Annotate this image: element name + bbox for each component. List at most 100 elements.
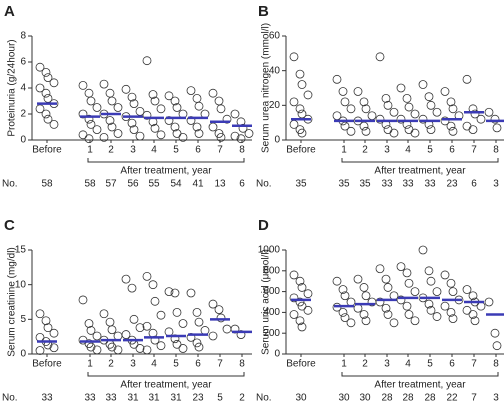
y-tick-label: 2 bbox=[20, 109, 26, 120]
data-point bbox=[35, 346, 45, 355]
group-label: After treatment, year bbox=[374, 380, 466, 391]
x-tick-label: 1 bbox=[87, 145, 93, 156]
data-point bbox=[86, 326, 96, 335]
data-point bbox=[396, 83, 406, 93]
data-point bbox=[381, 274, 391, 284]
data-point bbox=[178, 344, 188, 353]
data-point bbox=[492, 123, 502, 133]
data-point bbox=[84, 88, 94, 98]
data-point bbox=[222, 324, 232, 334]
x-tick-label: 1 bbox=[341, 359, 347, 370]
n-label: 35 bbox=[338, 179, 350, 190]
y-tick-label: 6 bbox=[20, 57, 26, 68]
y-tick-label: 40 bbox=[269, 65, 281, 76]
data-point bbox=[35, 62, 45, 72]
data-point bbox=[426, 125, 436, 135]
x-tick-label: Before bbox=[32, 145, 62, 156]
x-tick-label: 2 bbox=[362, 145, 368, 156]
n-label: 54 bbox=[170, 179, 182, 190]
data-point bbox=[338, 308, 348, 317]
data-point bbox=[448, 126, 458, 136]
data-point bbox=[389, 107, 399, 117]
data-point bbox=[113, 103, 123, 112]
data-point bbox=[172, 308, 182, 317]
y-tick-label: 400 bbox=[263, 307, 280, 318]
data-point bbox=[346, 126, 356, 136]
data-point bbox=[84, 114, 94, 124]
data-point bbox=[383, 283, 393, 292]
data-point bbox=[142, 56, 152, 66]
y-axis-label: Serum uric acid (μmol/l) bbox=[261, 249, 272, 355]
data-point bbox=[432, 107, 442, 117]
data-point bbox=[43, 323, 53, 333]
n-label: 30 bbox=[359, 393, 371, 404]
data-point bbox=[446, 308, 456, 317]
n-label: 41 bbox=[192, 179, 204, 190]
n-label: 30 bbox=[295, 393, 307, 404]
data-point bbox=[440, 87, 450, 96]
data-point bbox=[289, 270, 299, 280]
n-label: 6 bbox=[239, 179, 245, 190]
data-point bbox=[214, 96, 224, 106]
x-tick-label: 8 bbox=[493, 359, 499, 370]
y-tick-label: 1000 bbox=[258, 245, 281, 256]
data-point bbox=[49, 120, 59, 129]
data-point bbox=[303, 289, 313, 299]
n-label: 31 bbox=[170, 393, 182, 404]
data-point bbox=[446, 121, 456, 131]
data-point bbox=[338, 285, 348, 294]
data-point bbox=[129, 125, 139, 135]
data-point bbox=[468, 125, 478, 135]
data-point bbox=[340, 291, 350, 301]
x-tick-label: 5 bbox=[427, 145, 433, 156]
x-tick-label: 5 bbox=[427, 359, 433, 370]
data-point bbox=[164, 91, 174, 101]
x-tick-label: 3 bbox=[130, 359, 136, 370]
data-point bbox=[41, 88, 51, 98]
data-point bbox=[389, 291, 399, 301]
n-label: 33 bbox=[41, 393, 53, 404]
data-point bbox=[35, 332, 45, 342]
data-point bbox=[359, 121, 369, 131]
x-tick-label: 5 bbox=[173, 359, 179, 370]
data-point bbox=[192, 122, 202, 132]
data-point bbox=[150, 296, 160, 306]
data-point bbox=[41, 316, 51, 326]
n-row-label: No. bbox=[2, 179, 18, 190]
panel: D Serum uric acid (μmol/l) 0 200 400 600 800 10… bbox=[256, 217, 504, 404]
x-tick-label: 5 bbox=[173, 145, 179, 156]
data-point bbox=[216, 104, 226, 114]
data-point bbox=[396, 295, 406, 305]
data-point bbox=[410, 128, 420, 138]
data-point bbox=[295, 316, 305, 326]
data-point bbox=[230, 109, 240, 119]
y-tick-label: 8 bbox=[20, 31, 26, 42]
data-point bbox=[170, 122, 180, 132]
data-point bbox=[402, 301, 412, 311]
y-tick-label: 600 bbox=[263, 286, 280, 297]
y-tick-label: 800 bbox=[263, 265, 280, 276]
n-label: 33 bbox=[105, 393, 117, 404]
data-point bbox=[150, 123, 160, 133]
data-point bbox=[462, 121, 472, 131]
data-point bbox=[426, 100, 436, 110]
x-tick-label: 2 bbox=[108, 145, 114, 156]
data-point bbox=[476, 301, 486, 311]
data-point bbox=[375, 264, 385, 274]
data-point bbox=[43, 114, 53, 124]
data-point bbox=[41, 109, 51, 119]
data-point bbox=[186, 288, 196, 298]
x-tick-label: 3 bbox=[130, 145, 136, 156]
data-point bbox=[359, 283, 369, 292]
n-label: 28 bbox=[381, 393, 393, 404]
x-tick-label: 8 bbox=[239, 145, 245, 156]
bracket bbox=[341, 158, 499, 163]
data-point bbox=[86, 120, 96, 129]
data-point bbox=[470, 109, 480, 119]
y-axis-label: Serum creatinine (mg/dl) bbox=[7, 247, 18, 356]
data-point bbox=[127, 92, 137, 102]
x-tick-label: 2 bbox=[108, 359, 114, 370]
data-point bbox=[156, 130, 166, 140]
data-point bbox=[396, 262, 406, 272]
